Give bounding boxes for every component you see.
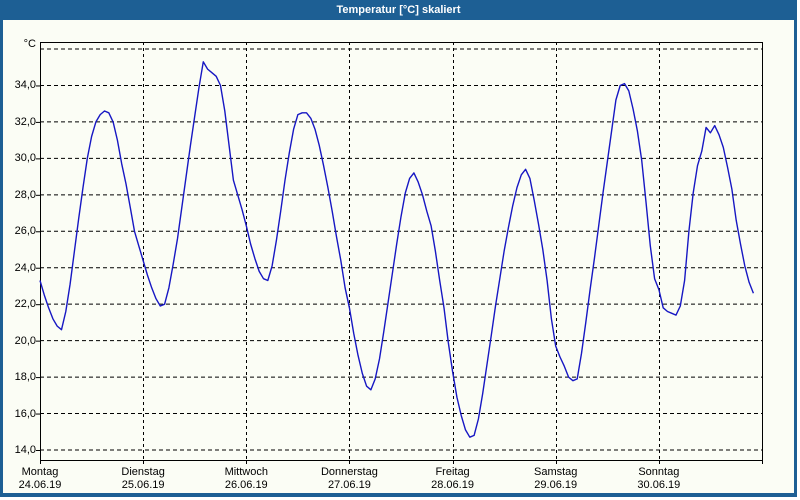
y-tick-label: 30,0 — [14, 152, 36, 165]
y-tick-label: 20,0 — [14, 334, 36, 347]
day-name: Dienstag — [121, 466, 165, 478]
day-name: Freitag — [435, 466, 470, 478]
day-name: Donnerstag — [320, 466, 378, 478]
day-date: 27.06.19 — [328, 479, 371, 491]
y-tick-label: 28,0 — [14, 188, 36, 201]
title-bar: Temperatur [°C] skaliert — [0, 0, 797, 20]
y-tick-label: 26,0 — [14, 225, 36, 238]
day-date: 24.06.19 — [18, 479, 62, 491]
y-tick-label: 24,0 — [14, 261, 36, 274]
y-tick-label: 34,0 — [14, 79, 36, 92]
window-title: Temperatur [°C] skaliert — [336, 4, 461, 16]
day-date: 30.06.19 — [637, 479, 681, 491]
y-tick-label: 32,0 — [14, 115, 36, 128]
y-axis-unit-label: °C — [23, 38, 36, 50]
x-axis-day-label: Sonntag 30.06.19 — [611, 466, 707, 492]
plot-frame — [40, 42, 763, 461]
y-tick-label: 14,0 — [14, 444, 36, 456]
x-axis-day-label: Montag 24.06.19 — [0, 466, 88, 492]
y-tick-label: 22,0 — [14, 298, 36, 311]
x-axis-day-label: Samstag 29.06.19 — [508, 466, 604, 492]
y-tick-label: 16,0 — [14, 407, 36, 420]
x-axis-day-label: Mittwoch 26.06.19 — [198, 466, 294, 492]
day-name: Samstag — [533, 466, 578, 478]
chart-panel — [3, 20, 794, 493]
day-date: 29.06.19 — [534, 479, 578, 491]
y-tick-label: 18,0 — [14, 371, 36, 384]
day-date: 28.06.19 — [431, 479, 474, 491]
day-name: Sonntag — [638, 466, 680, 478]
day-name: Mittwoch — [224, 466, 268, 478]
day-date: 25.06.19 — [121, 479, 165, 491]
x-axis-day-label: Dienstag 25.06.19 — [95, 466, 191, 492]
temperature-series-line — [39, 61, 755, 438]
day-name: Montag — [21, 466, 59, 478]
x-axis-day-label: Freitag 28.06.19 — [405, 466, 501, 492]
day-date: 26.06.19 — [224, 479, 268, 491]
x-axis-day-label: Donnerstag 27.06.19 — [301, 466, 397, 492]
